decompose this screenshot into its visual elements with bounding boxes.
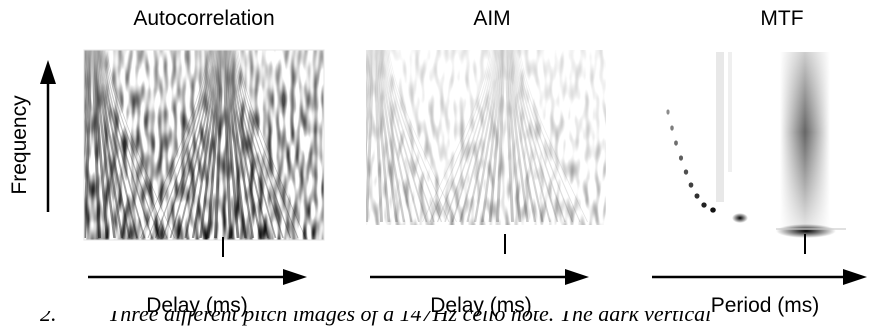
aim-image: [366, 50, 606, 240]
mtf-blob-main: [776, 224, 836, 238]
caption-number: 2.: [40, 311, 57, 326]
aim-x-arrow: [370, 269, 589, 285]
mtf-harmonic-dots: [666, 109, 716, 213]
mtf-x-label: Period (ms): [711, 294, 820, 317]
autocorrelation-image: [83, 49, 325, 241]
figure-caption: 2. Three different pitch images of a 147…: [0, 311, 896, 335]
mtf-blob-small: [732, 213, 748, 223]
caption-text: Three different pitch images of a 147Hz …: [108, 311, 712, 326]
panel-title-aim: AIM: [473, 7, 510, 30]
autocorrelation-x-arrow: [88, 269, 307, 285]
mtf-x-arrow: [652, 269, 867, 285]
panel-title-autocorrelation: Autocorrelation: [133, 7, 274, 30]
aim-x-label: Delay (ms): [430, 294, 532, 317]
mtf-image: [658, 50, 878, 242]
autocorrelation-x-label: Delay (ms): [146, 294, 248, 317]
y-axis-arrow: [40, 60, 56, 212]
panel-title-mtf: MTF: [760, 7, 803, 30]
y-axis-label: Frequency: [8, 95, 31, 195]
